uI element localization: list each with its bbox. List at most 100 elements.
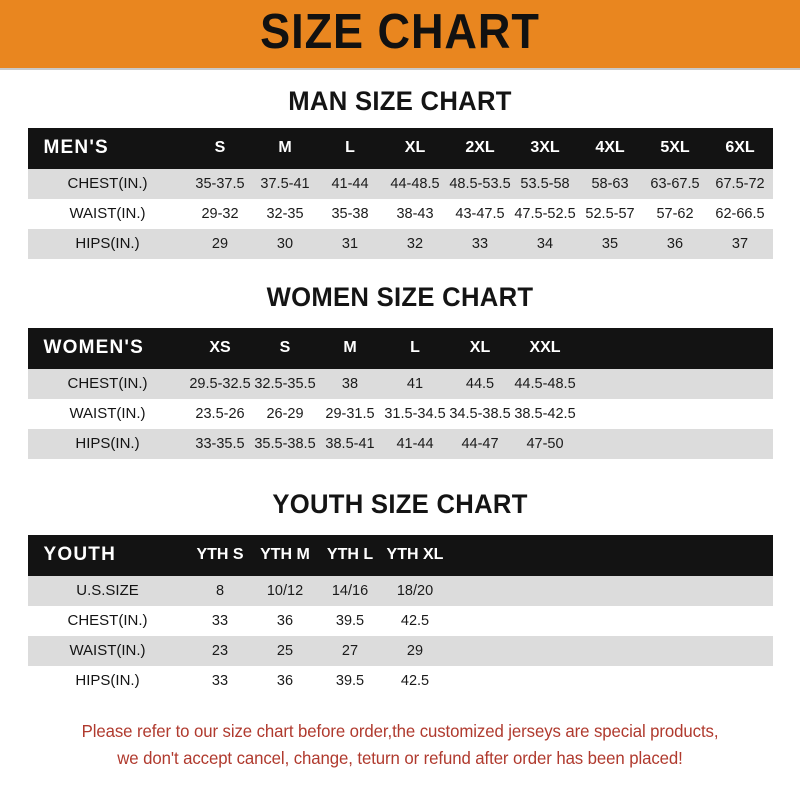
measurement-cell: 47-50: [526, 435, 564, 452]
measurement-cell: 26-29: [266, 405, 304, 422]
men-table-body: CHEST(IN.) 35-37.5 37.5-41 41-44 44-48.5 48.5…: [27, 169, 773, 259]
row-filler-cell: [578, 369, 773, 399]
measurement-row-label: WAIST(IN.): [69, 405, 146, 422]
measurement-row-label: CHEST(IN.): [67, 375, 148, 392]
measurement-row-label: CHEST(IN.): [67, 175, 148, 192]
measurement-cell: 33: [471, 235, 489, 252]
table-row: CHEST(IN.) 35-37.5 37.5-41 41-44 44-48.5 48.5…: [27, 169, 773, 199]
size-column-header: XXL: [529, 339, 561, 356]
measurement-cell: 62-66.5: [715, 205, 765, 222]
size-column-header: S: [279, 339, 291, 356]
order-policy-line-1: Please refer to our size chart before or…: [81, 721, 719, 741]
size-column-header: M: [343, 339, 357, 356]
measurement-cell: 47.5-52.5: [514, 205, 576, 222]
order-policy-line-2: we don't accept cancel, change, teturn o…: [117, 748, 683, 769]
row-filler-cell: [578, 429, 773, 459]
measurement-cell: 31.5-34.5: [384, 405, 446, 422]
size-column-header: XS: [209, 339, 231, 356]
size-column-header: YTH XL: [386, 546, 444, 563]
women-table-body: CHEST(IN.) 29.5-32.5 32.5-35.5 38 41 44.5 44.5…: [27, 369, 773, 459]
table-row: CHEST(IN.) 33 36 39.5 42.5: [27, 606, 773, 636]
measurement-cell: 35-38: [331, 205, 369, 222]
measurement-cell: 32.5-35.5: [254, 375, 316, 392]
measurement-cell: 41-44: [331, 175, 369, 192]
measurement-row-label: HIPS(IN.): [75, 235, 140, 252]
measurement-cell: 37.5-41: [260, 175, 310, 192]
size-column-header: L: [410, 339, 420, 356]
measurement-cell: 41: [406, 375, 424, 392]
measurement-cell: 36: [276, 672, 294, 689]
row-label-column-header: YOUTH: [43, 544, 116, 565]
size-column-header: YTH S: [196, 546, 244, 563]
row-filler-cell: [448, 576, 773, 606]
measurement-cell: 58-63: [591, 175, 629, 192]
measurement-cell: 29: [406, 642, 424, 659]
measurement-cell: 35.5-38.5: [254, 435, 316, 452]
measurement-cell: 29.5-32.5: [189, 375, 251, 392]
size-column-header: 2XL: [465, 139, 495, 156]
size-column-header: XL: [469, 339, 491, 356]
row-label-column-header: WOMEN'S: [43, 337, 145, 358]
size-column-header: 5XL: [660, 139, 690, 156]
measurement-cell: 63-67.5: [650, 175, 700, 192]
measurement-cell: 36: [666, 235, 684, 252]
measurement-cell: 38-43: [396, 205, 434, 222]
measurement-cell: 30: [276, 235, 294, 252]
measurement-cell: 43-47.5: [455, 205, 505, 222]
measurement-row-label: HIPS(IN.): [75, 672, 140, 689]
measurement-cell: 32-35: [266, 205, 304, 222]
measurement-cell: 57-62: [656, 205, 694, 222]
page-banner: SIZE CHART: [0, 0, 800, 70]
measurement-cell: 32: [406, 235, 424, 252]
measurement-cell: 33: [211, 672, 229, 689]
measurement-cell: 35: [601, 235, 619, 252]
header-filler-cell: [448, 535, 773, 576]
row-label-column-header: MEN'S: [43, 137, 109, 158]
men-table-header: MEN'S S M L XL 2XL 3XL 4XL 5XL 6XL: [27, 128, 773, 169]
size-column-header: YTH L: [326, 546, 374, 563]
size-column-header: 3XL: [530, 139, 560, 156]
size-column-header: 4XL: [595, 139, 625, 156]
measurement-row-label: HIPS(IN.): [75, 435, 140, 452]
measurement-cell: 44.5-48.5: [514, 375, 576, 392]
measurement-cell: 29-32: [201, 205, 239, 222]
measurement-cell: 33: [211, 612, 229, 629]
measurement-cell: 34: [536, 235, 554, 252]
measurement-cell: 23: [211, 642, 229, 659]
table-row: WAIST(IN.) 29-32 32-35 35-38 38-43 43-47.5 47.…: [27, 199, 773, 229]
row-filler-cell: [448, 666, 773, 696]
measurement-cell: 10/12: [266, 582, 304, 599]
youth-table-header: YOUTH YTH S YTH M YTH L YTH XL: [27, 535, 773, 576]
youth-table-body: U.S.SIZE 8 10/12 14/16 18/20 CHEST(IN.) 33 36 39…: [27, 576, 773, 696]
measurement-row-label: WAIST(IN.): [69, 642, 146, 659]
measurement-cell: 29: [211, 235, 229, 252]
table-row: WAIST(IN.) 23.5-26 26-29 29-31.5 31.5-34.5 34…: [27, 399, 773, 429]
size-column-header: 6XL: [725, 139, 755, 156]
page-title: SIZE CHART: [260, 5, 540, 59]
header-filler-cell: [578, 328, 773, 369]
size-column-header: S: [214, 139, 226, 156]
men-section-title: MAN SIZE CHART: [288, 86, 512, 116]
table-row: U.S.SIZE 8 10/12 14/16 18/20: [27, 576, 773, 606]
measurement-cell: 67.5-72: [715, 175, 765, 192]
table-row: HIPS(IN.) 33-35.5 35.5-38.5 38.5-41 41-44 44-…: [27, 429, 773, 459]
measurement-cell: 39.5: [335, 612, 365, 629]
order-policy-note: Please refer to our size chart before or…: [35, 718, 765, 772]
measurement-cell: 38: [341, 375, 359, 392]
measurement-cell: 29-31.5: [325, 405, 375, 422]
measurement-cell: 35-37.5: [195, 175, 245, 192]
measurement-cell: 31: [341, 235, 359, 252]
table-row: HIPS(IN.) 33 36 39.5 42.5: [27, 666, 773, 696]
measurement-cell: 44.5: [465, 375, 495, 392]
row-filler-cell: [448, 636, 773, 666]
youth-size-table: YOUTH YTH S YTH M YTH L YTH XL U.S.SIZE 8 10/1…: [27, 535, 773, 696]
measurement-cell: 38.5-41: [325, 435, 375, 452]
measurement-cell: 8: [215, 582, 225, 599]
size-column-header: L: [345, 139, 355, 156]
measurement-row-label: U.S.SIZE: [76, 582, 139, 599]
measurement-cell: 34.5-38.5: [449, 405, 511, 422]
size-column-header: M: [278, 139, 292, 156]
men-size-table: MEN'S S M L XL 2XL 3XL 4XL 5XL 6XL CHEST(IN.) 35-3…: [27, 128, 773, 259]
measurement-cell: 41-44: [396, 435, 434, 452]
